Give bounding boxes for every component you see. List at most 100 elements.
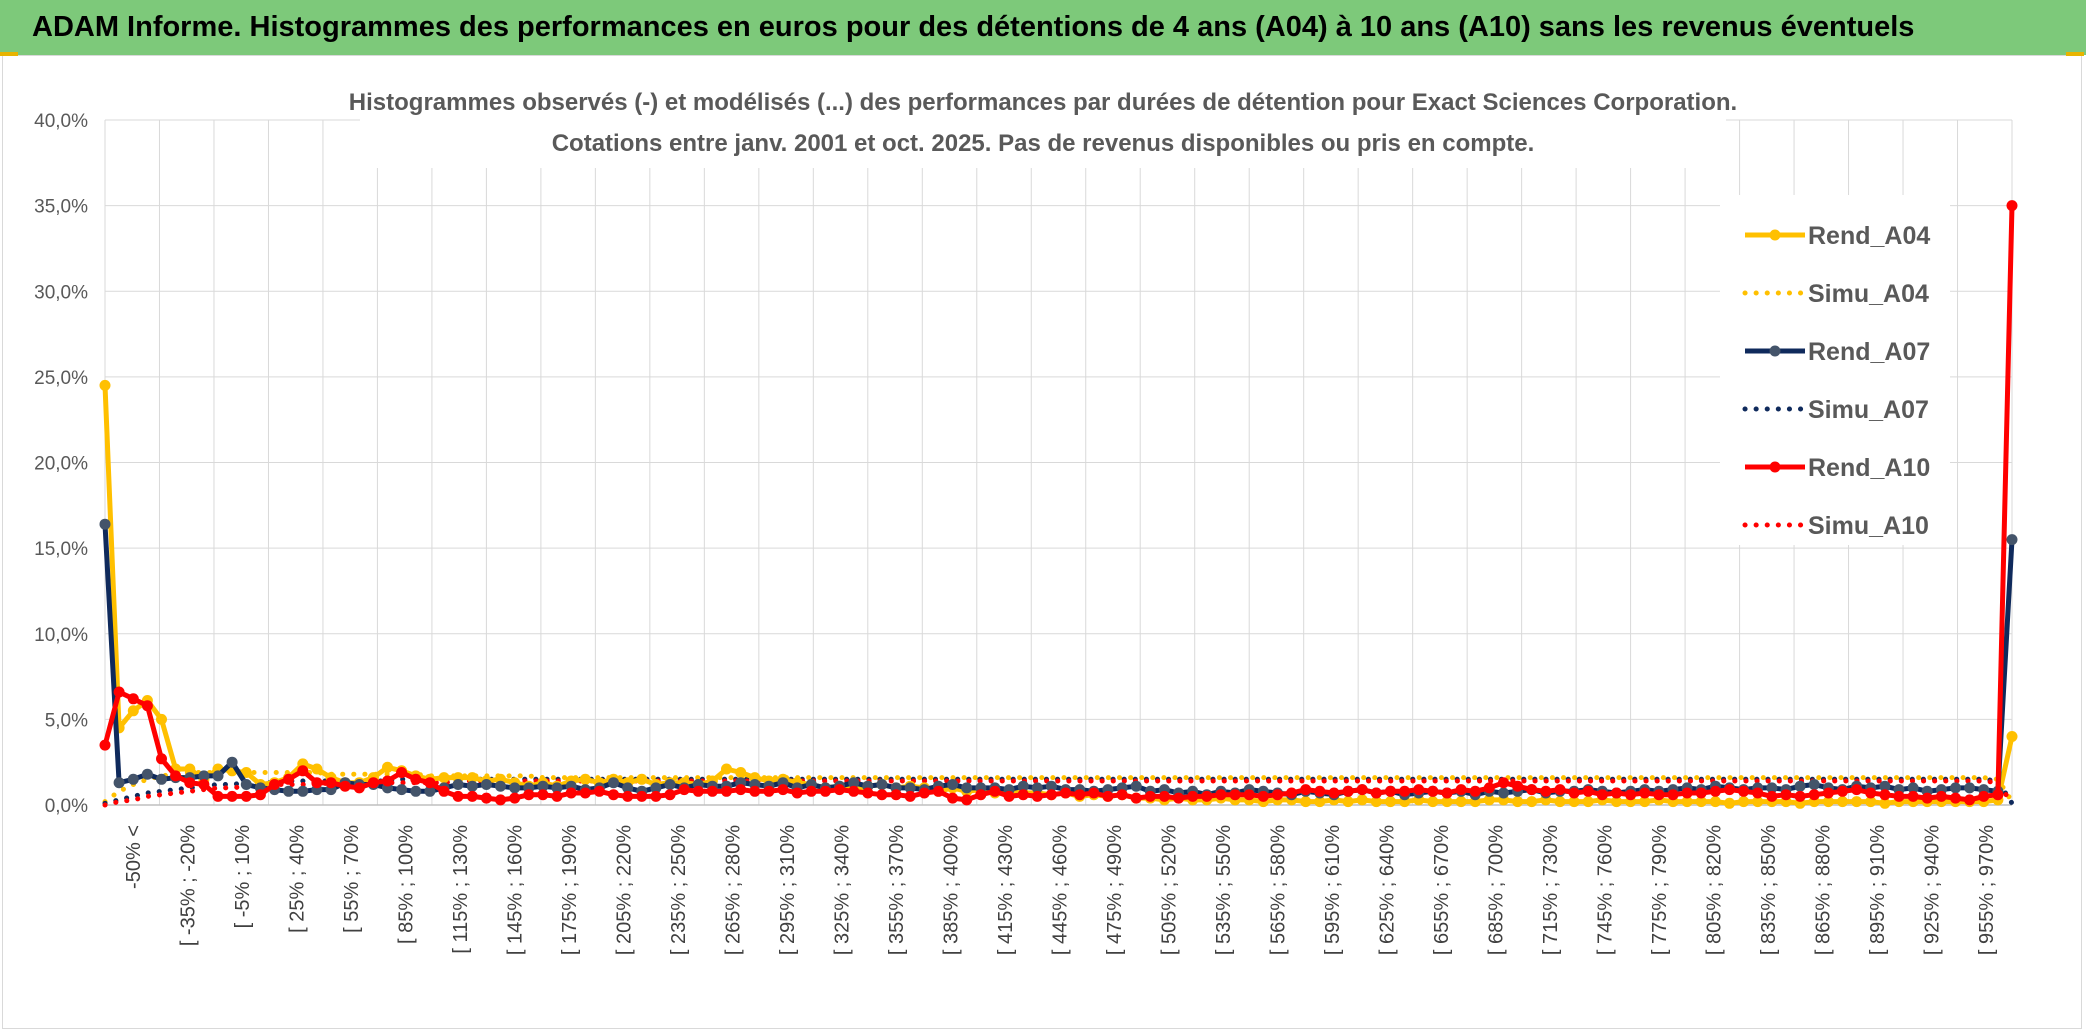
- data-point: [480, 779, 492, 790]
- data-point: [1879, 797, 1891, 809]
- data-point: [382, 761, 393, 773]
- legend-marker: [1769, 461, 1781, 473]
- data-point: [1441, 787, 1453, 799]
- data-point: [763, 785, 775, 797]
- data-point: [1130, 780, 1142, 792]
- data-point: [932, 785, 944, 797]
- data-point: [311, 763, 323, 775]
- data-point: [1385, 785, 1396, 797]
- data-point: [2006, 534, 2018, 546]
- data-point: [1116, 789, 1128, 801]
- data-point: [141, 700, 153, 712]
- legend-item-rend-a07: Rend_A07: [1745, 338, 1930, 366]
- data-point: [1837, 796, 1848, 808]
- data-point: [99, 518, 111, 530]
- x-tick-label: [ -35% ; -20%: [178, 825, 200, 946]
- data-point: [1370, 787, 1382, 799]
- x-tick-label: [ 415% ; 430%: [995, 825, 1017, 955]
- series-rend-a10: [99, 200, 2018, 806]
- data-point: [1158, 790, 1170, 802]
- x-tick-label: [ 355% ; 370%: [886, 825, 908, 955]
- data-point: [1017, 780, 1029, 792]
- data-point: [1413, 784, 1425, 796]
- x-tick-label: [ 475% ; 490%: [1104, 825, 1126, 955]
- data-point: [1483, 782, 1495, 794]
- data-point: [1752, 787, 1764, 799]
- data-point: [396, 767, 408, 778]
- data-point: [240, 767, 252, 778]
- data-point: [2006, 200, 2018, 212]
- data-point: [579, 773, 591, 785]
- data-point: [1314, 785, 1326, 797]
- data-point: [452, 790, 464, 802]
- data-point: [1865, 787, 1877, 799]
- data-point: [636, 773, 648, 785]
- x-tick-label: [ 925% ; 940%: [1921, 825, 1943, 955]
- x-tick-label: [ 445% ; 460%: [1050, 825, 1072, 955]
- data-point: [1992, 789, 2004, 801]
- data-point: [1385, 796, 1396, 808]
- data-point: [1286, 787, 1298, 799]
- x-tick-label: [ -5% ; 10%: [232, 825, 254, 929]
- data-point: [1257, 790, 1269, 802]
- x-tick-label: [ 595% ; 610%: [1322, 825, 1344, 955]
- data-point: [1681, 796, 1693, 808]
- data-point: [1554, 796, 1566, 808]
- data-point: [1512, 780, 1524, 792]
- data-point: [593, 785, 605, 797]
- data-point: [1837, 785, 1848, 797]
- y-axis-ticks: 0,0% 5,0% 10,0% 15,0% 20,0% 25,0% 30,0% 35,0% 40…: [34, 111, 88, 817]
- data-point: [1356, 794, 1368, 806]
- data-point: [1173, 792, 1185, 804]
- data-point: [1794, 790, 1806, 802]
- y-tick-label: 10,0%: [34, 625, 88, 646]
- data-point: [1752, 796, 1764, 808]
- data-point: [1300, 796, 1312, 808]
- data-point: [1512, 796, 1524, 808]
- data-point: [283, 773, 295, 785]
- legend: Rend_A04 Simu_A04 Rend_A07 Simu_A07 Rend_A10…: [1720, 195, 1950, 545]
- data-point: [1300, 784, 1312, 796]
- data-point: [1540, 785, 1552, 797]
- legend-item-rend-a04: Rend_A04: [1745, 222, 1930, 250]
- data-point: [424, 785, 436, 797]
- data-point: [1554, 784, 1566, 796]
- data-point: [1342, 796, 1354, 808]
- x-tick-label: [ 895% ; 910%: [1867, 825, 1889, 955]
- data-point: [1611, 787, 1622, 799]
- x-tick-label: [ 295% ; 310%: [777, 825, 799, 955]
- legend-label: Rend_A04: [1808, 222, 1930, 250]
- data-point: [1455, 796, 1467, 808]
- x-tick-label: [ 205% ; 220%: [614, 825, 636, 955]
- data-point: [141, 768, 153, 780]
- chart-subtitle: Cotations entre janv. 2001 et oct. 2025.…: [552, 130, 1535, 157]
- legend-label: Rend_A07: [1808, 338, 1930, 366]
- data-point: [1596, 789, 1608, 801]
- title-backdrop: [360, 78, 1726, 168]
- data-point: [1921, 792, 1933, 804]
- data-point: [1724, 797, 1735, 809]
- data-point: [579, 787, 591, 799]
- data-point: [466, 790, 478, 802]
- data-point: [410, 785, 422, 797]
- data-point: [777, 784, 789, 796]
- data-point: [1498, 787, 1509, 799]
- x-tick-label: [ 835% ; 850%: [1758, 825, 1780, 955]
- y-tick-label: 30,0%: [34, 282, 88, 303]
- data-point: [99, 739, 111, 751]
- data-point: [382, 775, 393, 787]
- data-point: [438, 772, 450, 784]
- data-point: [156, 713, 167, 725]
- data-point: [367, 777, 379, 789]
- x-tick-label: [ 535% ; 550%: [1213, 825, 1235, 955]
- data-point: [1483, 794, 1495, 806]
- legend-label: Simu_A10: [1808, 512, 1929, 540]
- data-point: [749, 785, 761, 797]
- data-point: [509, 792, 521, 804]
- data-point: [1681, 787, 1693, 799]
- data-point: [1653, 789, 1665, 801]
- data-point: [1399, 785, 1411, 797]
- data-point: [99, 379, 111, 391]
- frame-corner-right: [2066, 52, 2084, 56]
